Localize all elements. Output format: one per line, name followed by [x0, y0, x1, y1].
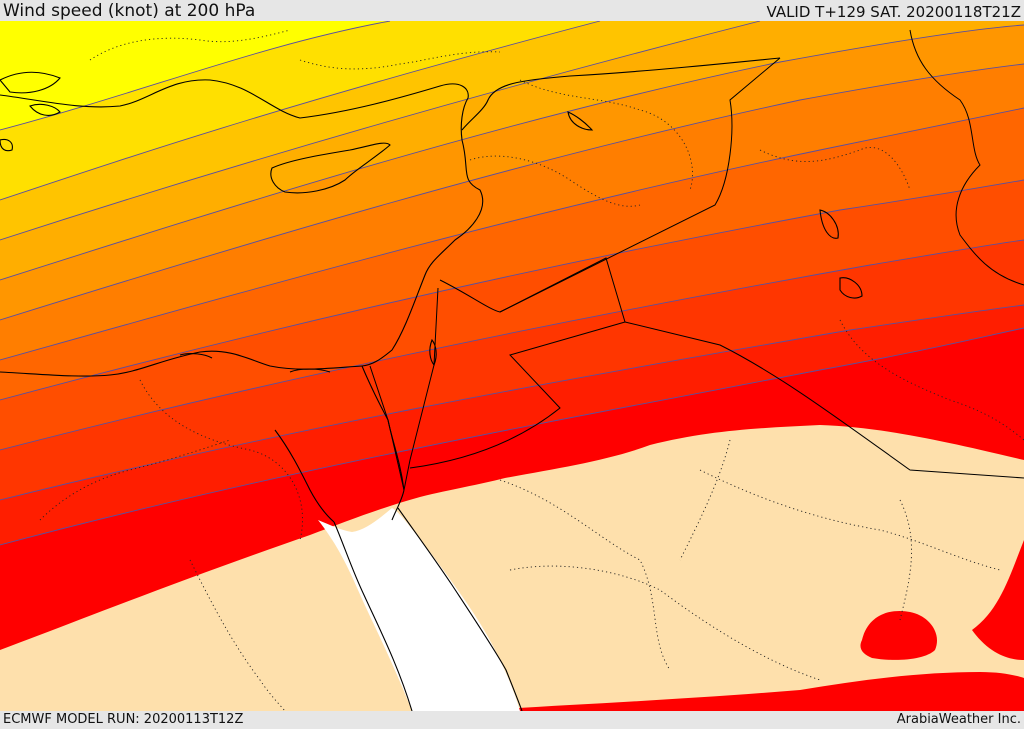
coast-aqaba	[391, 489, 405, 521]
province-borders	[39, 29, 1024, 711]
border-egypt-israel	[369, 365, 405, 491]
province-line-3	[519, 79, 693, 191]
province-line-12	[509, 565, 821, 681]
lake-tharthar	[819, 209, 839, 239]
contour-4	[0, 24, 1024, 281]
coast-levant	[361, 139, 484, 367]
province-line-4	[469, 155, 641, 207]
valid-time: VALID T+129 SAT. 20200118T21Z	[766, 3, 1021, 21]
contour-1	[0, 21, 391, 131]
red-island-east	[860, 610, 938, 660]
credit: ArabiaWeather Inc.	[896, 712, 1021, 727]
province-line-1	[89, 29, 291, 61]
province-line-5	[759, 146, 911, 191]
border-israel-jordan	[403, 287, 439, 491]
province-line-6	[839, 319, 1024, 441]
contour-3	[0, 21, 761, 241]
border-iraq-iran	[909, 29, 1024, 286]
lake-habbaniyah	[839, 277, 863, 299]
contour-6	[0, 107, 1024, 361]
footer-bar: ECMWF MODEL RUN: 20200113T12Z ArabiaWeat…	[0, 711, 1024, 729]
border-syria-jordan	[439, 257, 626, 323]
coast-red-sea-west	[333, 521, 413, 711]
nile-delta-lakes	[179, 353, 331, 373]
low-speed-area	[0, 425, 1024, 711]
cyprus	[270, 142, 391, 194]
contour-2	[0, 21, 601, 201]
border-jordan-saudi	[409, 321, 626, 469]
contour-10	[0, 327, 1024, 546]
lake-assad	[567, 111, 594, 131]
province-line-7	[139, 379, 303, 541]
map-title: Wind speed (knot) at 200 hPa	[3, 1, 256, 21]
province-line-9	[189, 559, 286, 711]
contour-5	[0, 63, 1024, 321]
wind-speed-map[interactable]	[0, 21, 1024, 711]
border-syria-iraq	[499, 57, 781, 313]
coast-sinai-west	[274, 429, 335, 523]
coast-red-sea-east	[397, 507, 523, 711]
country-borders	[369, 29, 1024, 491]
province-line-2	[299, 51, 501, 70]
red-sea	[318, 508, 520, 711]
coast-turkey-south	[0, 79, 469, 141]
contour-7	[0, 179, 1024, 401]
coast-egypt-north	[0, 350, 363, 377]
aegean-islands	[0, 71, 61, 152]
header-bar: Wind speed (knot) at 200 hPa VALID T+129…	[0, 0, 1024, 21]
coast-turkey-north	[461, 57, 781, 131]
model-run: ECMWF MODEL RUN: 20200113T12Z	[3, 712, 244, 727]
border-iraq-saudi	[624, 321, 1024, 479]
coastlines	[0, 57, 863, 711]
province-line-14	[679, 439, 731, 561]
wind-speed-bands	[0, 21, 1024, 711]
contour-9	[0, 304, 1024, 501]
red-strip-south	[470, 672, 1024, 711]
contour-8	[0, 239, 1024, 451]
wind-contours	[0, 21, 1024, 546]
